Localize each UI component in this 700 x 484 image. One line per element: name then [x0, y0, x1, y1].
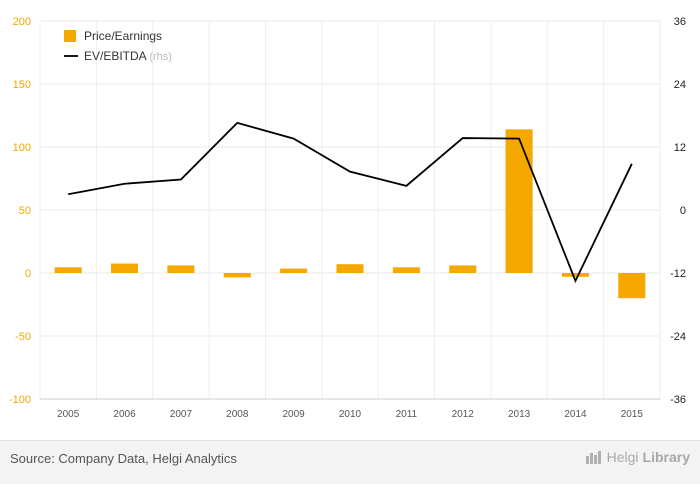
x-tick-label: 2011: [396, 409, 418, 420]
y-left-tick-label: 50: [19, 205, 31, 217]
bar-pe-2012: [449, 265, 477, 273]
footer: Source: Company Data, Helgi Analytics He…: [0, 440, 700, 484]
chart-area: 200 150 100 50 0 -50 -100 36 24 12 0 -12 -24 -36 2005 2…: [0, 0, 700, 440]
y-right-tick-label: 36: [674, 16, 686, 28]
x-tick-label: 2006: [113, 409, 136, 420]
y-right-tick-label: 0: [680, 205, 686, 217]
brand-name-a: Helgi: [606, 449, 639, 465]
y-left-tick-label: -50: [15, 331, 31, 343]
brand-name-b: Library: [642, 449, 690, 465]
y-right-tick-label: 24: [674, 79, 686, 91]
x-tick-label: 2005: [57, 409, 80, 420]
y-left-tick-label: -100: [9, 394, 31, 406]
bar-pe-2008: [223, 273, 251, 278]
x-tick-label: 2013: [508, 409, 531, 420]
y-left-tick-label: 150: [13, 79, 31, 91]
bar-pe-2011: [392, 267, 420, 273]
y-right-tick-label: -36: [670, 394, 686, 406]
x-tick-label: 2012: [452, 409, 475, 420]
bar-pe-2006: [111, 263, 139, 273]
y-right-tick-label: -12: [670, 268, 686, 280]
bar-pe-2010: [336, 264, 364, 273]
legend-rhs-suffix: (rhs): [149, 51, 172, 63]
y-right-tick-label: 12: [674, 142, 686, 154]
line-ev-ebitda: [68, 121, 633, 284]
y-left-tick-label: 100: [13, 142, 31, 154]
x-tick-label: 2007: [170, 409, 193, 420]
bar-pe-2005: [54, 267, 82, 273]
x-tick-label: 2014: [564, 409, 587, 420]
legend-label-pe: Price/Earnings: [84, 29, 162, 43]
bar-pe-2015: [618, 273, 646, 299]
y-right-tick-label: -24: [670, 331, 686, 343]
chart-svg: 200 150 100 50 0 -50 -100 36 24 12 0 -12 -24 -36 2005 2…: [9, 16, 686, 420]
legend-label-ev: EV/EBITDA (rhs): [84, 49, 172, 63]
x-tick-label: 2009: [283, 409, 306, 420]
y-left-tick-label: 0: [25, 268, 31, 280]
y-left-tick-label: 200: [13, 16, 31, 28]
source-note: Source: Company Data, Helgi Analytics: [10, 451, 237, 466]
building-icon: [585, 451, 601, 464]
x-tick-label: 2010: [339, 409, 362, 420]
x-tick-label: 2008: [226, 409, 249, 420]
bar-pe-2009: [280, 268, 308, 273]
legend-swatch-pe: [64, 30, 76, 42]
bar-pe-2007: [167, 265, 195, 273]
bar-pe-2013: [505, 129, 533, 273]
x-tick-label: 2015: [621, 409, 644, 420]
bar-pe-2014: [561, 273, 589, 277]
brand-logo[interactable]: Helgi Library: [585, 449, 690, 465]
